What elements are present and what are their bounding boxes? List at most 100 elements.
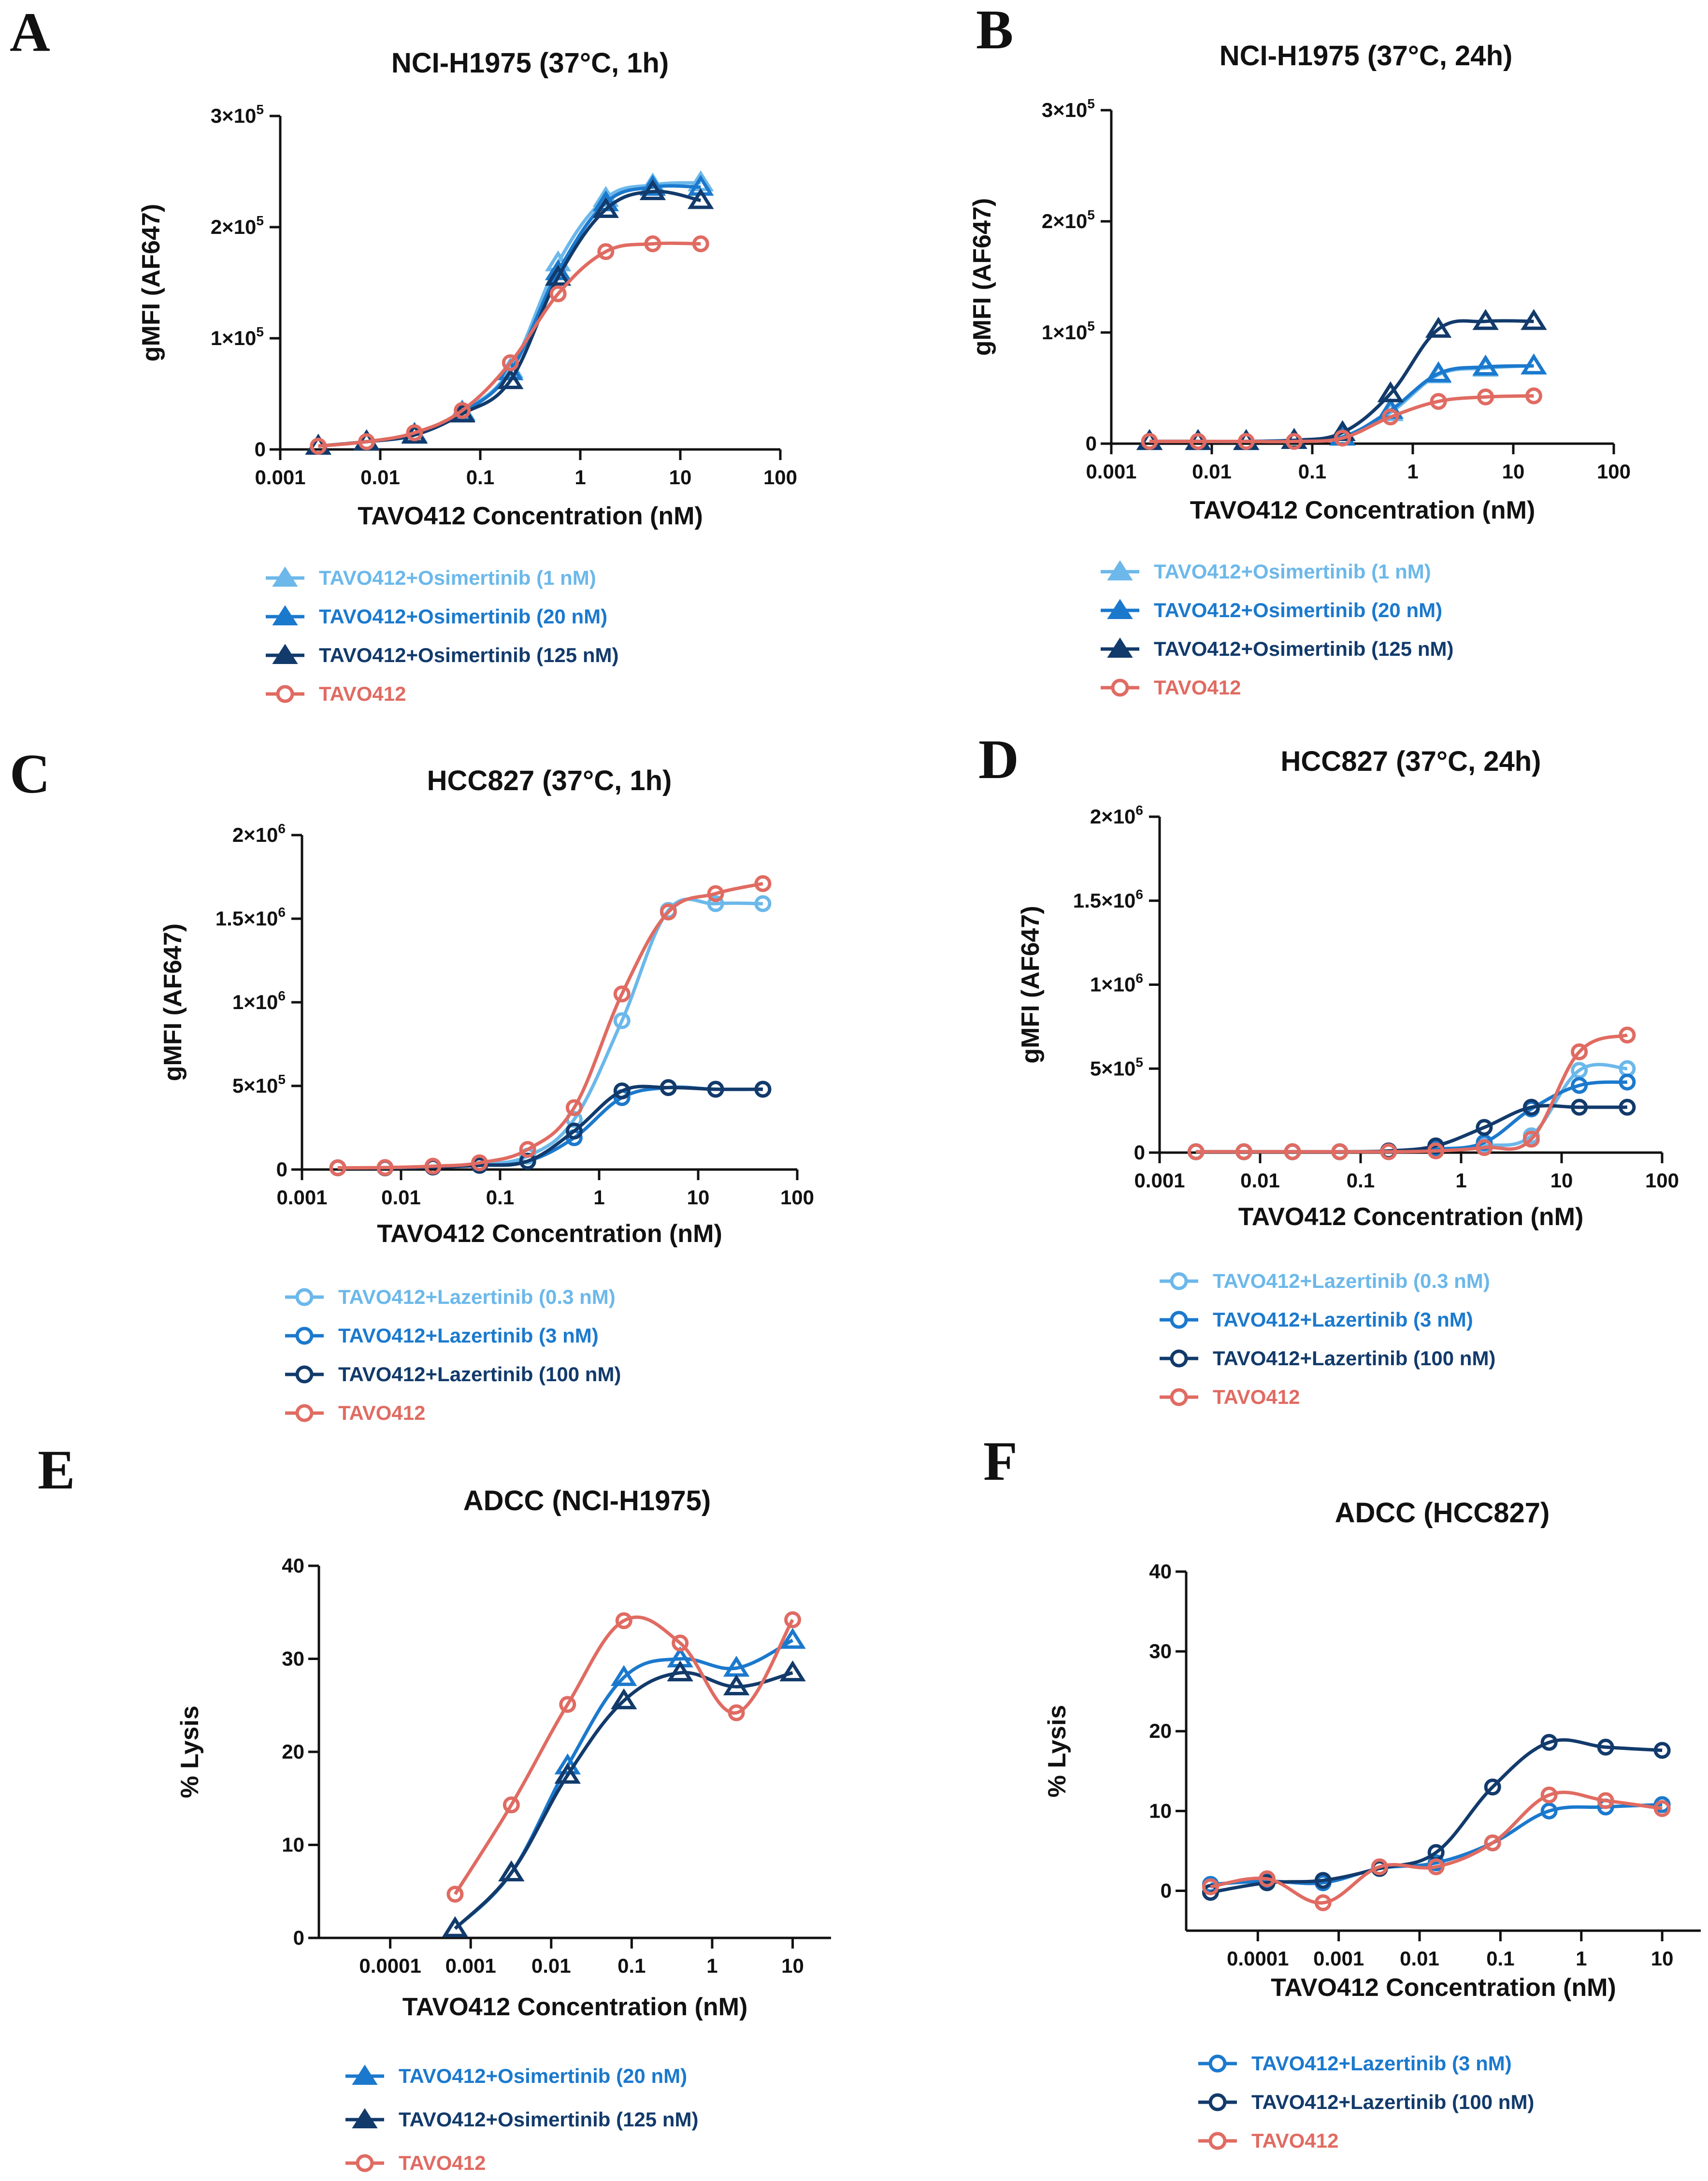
- legend-label: TAVO412+Lazertinib (0.3 nM): [338, 1285, 616, 1308]
- panel-label: A: [10, 1, 50, 63]
- data-point: [1285, 433, 1303, 450]
- data-point: [692, 235, 709, 252]
- series-1: [329, 895, 772, 1177]
- legend-label: TAVO412: [1251, 2129, 1339, 2152]
- data-point: [502, 1796, 520, 1814]
- data-point: [1430, 393, 1447, 410]
- chart-panel-d: D HCC827 (37°C, 24h) 0 5×105 1×106 1.5×106 2×1…: [978, 729, 1679, 1408]
- legend-key-marker: [295, 1327, 314, 1345]
- x-tick-label: 0.1: [466, 466, 494, 489]
- chart-title: HCC827 (37°C, 1h): [427, 765, 672, 796]
- data-point: [502, 354, 519, 372]
- x-tick-label: 10: [669, 466, 692, 489]
- chart-panel-f: F ADCC (HCC827) 0 10 20 30 40 0.0001 0.001 0.01 0.…: [983, 1430, 1701, 2152]
- legend-item: TAVO412: [345, 2152, 486, 2174]
- x-tick-label: 0.001: [445, 1954, 496, 1977]
- data-point: [1472, 354, 1499, 376]
- y-tick-label: 2×106: [1090, 803, 1143, 828]
- data-point: [1382, 408, 1399, 426]
- y-axis-label: % Lysis: [176, 1705, 204, 1798]
- legend-label: TAVO412+Osimertinib (20 nM): [1154, 599, 1442, 621]
- y-tick-label: 1×105: [211, 324, 264, 349]
- legend-item: TAVO412+Lazertinib (0.3 nM): [285, 1285, 616, 1308]
- data-point: [424, 1157, 442, 1175]
- x-tick-label: 0.01: [1192, 460, 1232, 483]
- x-tick-label: 1: [706, 1954, 718, 1977]
- y-tick-label: 0: [1086, 432, 1097, 455]
- data-point: [1653, 1742, 1671, 1759]
- legend-label: TAVO412: [399, 2152, 486, 2174]
- data-point: [1522, 1098, 1540, 1116]
- series-2: [442, 1660, 806, 1937]
- data-point: [565, 1099, 583, 1116]
- data-point: [1571, 1043, 1588, 1060]
- data-point: [446, 1886, 464, 1903]
- data-point: [358, 433, 375, 450]
- data-point: [754, 895, 772, 912]
- data-point: [728, 1704, 745, 1721]
- legend-item: TAVO412+Osimertinib (1 nM): [1101, 560, 1431, 583]
- legend-item: TAVO412+Lazertinib (3 nM): [1160, 1308, 1473, 1331]
- data-point: [1571, 1098, 1588, 1116]
- data-point: [613, 1082, 631, 1099]
- data-point: [707, 895, 724, 912]
- y-tick-label: 3×105: [211, 102, 264, 127]
- y-tick-label: 40: [282, 1554, 304, 1577]
- x-tick-label: 1: [1455, 1169, 1466, 1192]
- data-point: [1284, 1143, 1301, 1160]
- x-axis-label: TAVO412 Concentration (nM): [358, 502, 703, 530]
- panel-label: F: [983, 1430, 1018, 1492]
- series-4: [310, 235, 709, 455]
- legend-label: TAVO412+Lazertinib (100 nM): [1213, 1347, 1495, 1370]
- data-point: [660, 903, 677, 921]
- x-tick-label: 0.1: [1486, 1947, 1514, 1970]
- y-tick-label: 20: [282, 1740, 304, 1763]
- chart-panel-e: E ADCC (NCI-H1975) 0 10 20 30 40 0.0001 0.001 0.0…: [38, 1439, 831, 2174]
- y-tick-label: 10: [1149, 1799, 1172, 1822]
- series-1: [305, 170, 714, 455]
- series-curve: [1210, 1791, 1663, 1905]
- legend-label: TAVO412+Osimertinib (20 nM): [319, 605, 607, 628]
- y-axis-label: % Lysis: [1043, 1705, 1071, 1798]
- data-point: [754, 1081, 772, 1098]
- data-point: [1619, 1026, 1636, 1044]
- x-tick-label: 0.001: [255, 466, 305, 489]
- y-tick-label: 1.5×106: [1073, 887, 1143, 912]
- legend-key-marker: [1111, 679, 1129, 697]
- data-point: [1380, 1143, 1397, 1160]
- y-tick-label: 5×105: [1090, 1054, 1143, 1080]
- y-tick-label: 5×105: [232, 1072, 286, 1097]
- series-curve: [1149, 394, 1534, 444]
- data-point: [1619, 1073, 1636, 1091]
- data-point: [454, 402, 471, 419]
- legend-label: TAVO412+Lazertinib (100 nM): [1251, 2091, 1534, 2113]
- legend-label: TAVO412+Lazertinib (3 nM): [338, 1324, 599, 1347]
- data-point: [610, 1665, 637, 1686]
- x-tick-label: 1: [593, 1186, 604, 1209]
- data-point: [754, 875, 772, 892]
- panel-label: B: [976, 0, 1013, 61]
- legend-key-marker: [1208, 2093, 1227, 2111]
- series-2: [329, 1079, 772, 1177]
- x-tick-label: 100: [763, 466, 797, 489]
- chart-panel-a: A NCI-H1975 (37°C, 1h) 0 1×105 2×105 3×105 0.0…: [10, 1, 797, 705]
- data-point: [1427, 1858, 1445, 1876]
- legend-item: TAVO412+Lazertinib (0.3 nM): [1160, 1270, 1490, 1292]
- y-tick-label: 0: [293, 1926, 304, 1949]
- data-point: [549, 285, 567, 303]
- series-curve: [454, 1671, 793, 1930]
- legend-key-marker: [295, 1365, 314, 1384]
- data-point: [1521, 309, 1547, 330]
- data-point: [779, 1628, 806, 1649]
- data-point: [1334, 430, 1351, 447]
- legend-label: TAVO412+Osimertinib (125 nM): [1154, 637, 1453, 660]
- x-axis-label: TAVO412 Concentration (nM): [1238, 1203, 1584, 1231]
- data-point: [310, 437, 327, 455]
- y-tick-label: 1.5×106: [215, 905, 286, 930]
- y-tick-label: 3×105: [1042, 96, 1095, 121]
- data-point: [639, 174, 666, 196]
- data-point: [1331, 1143, 1349, 1160]
- data-point: [707, 1081, 724, 1098]
- y-tick-label: 20: [1149, 1719, 1172, 1742]
- y-axis-label: gMFI (AF647): [137, 204, 165, 361]
